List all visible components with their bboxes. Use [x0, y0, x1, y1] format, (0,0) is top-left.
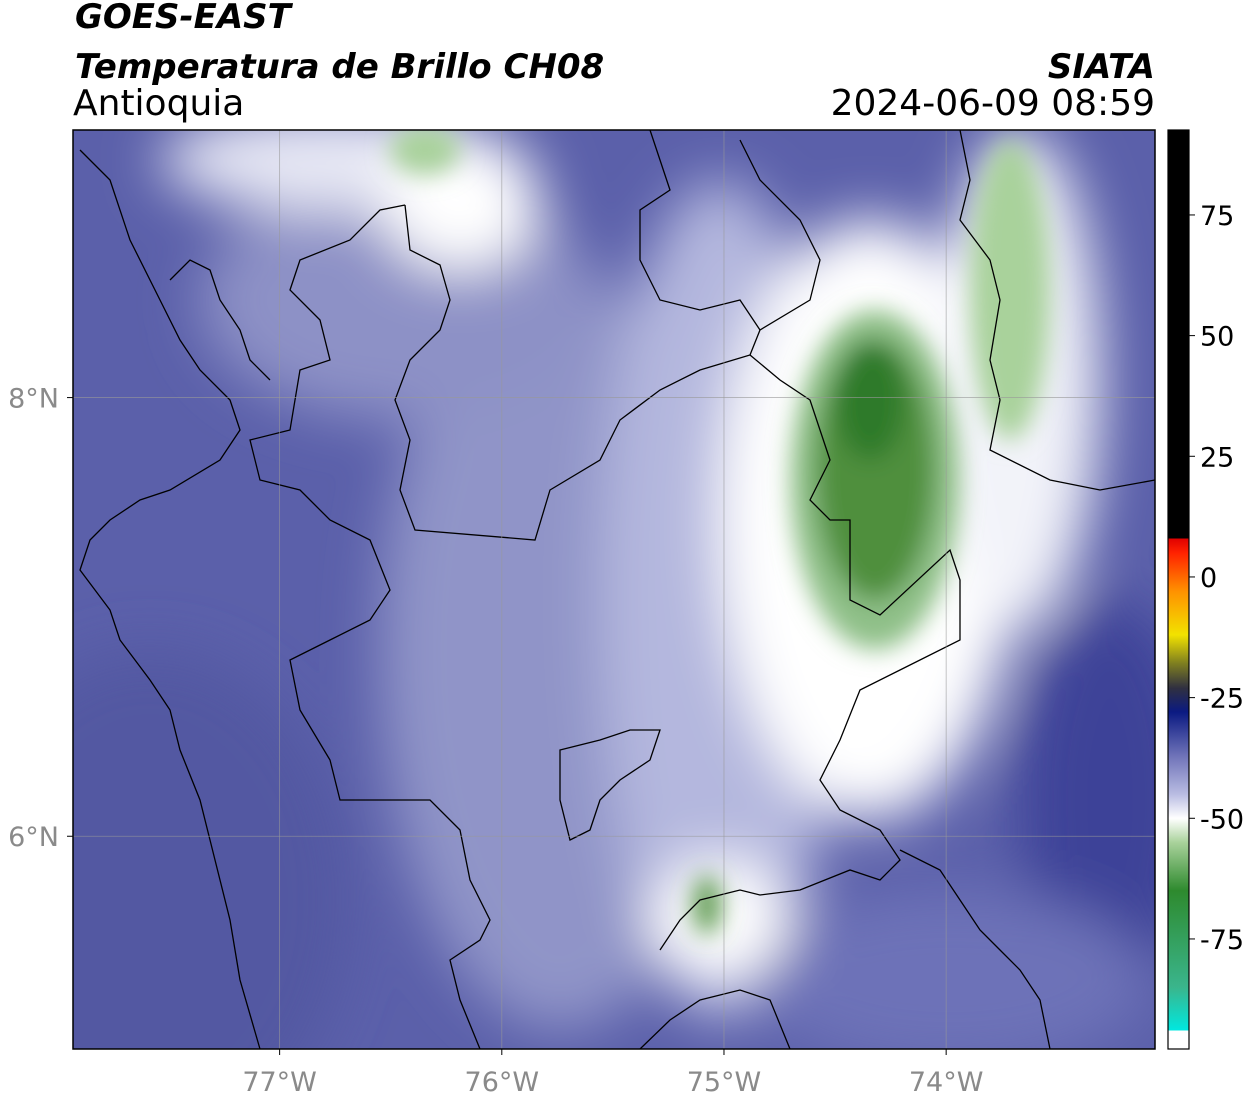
border: [559, 729, 661, 841]
border: [639, 989, 791, 1049]
colorbar-tick-label: 75: [1200, 201, 1234, 232]
x-tick-label: 74°W: [909, 1067, 984, 1098]
colorbar-tick-label: 50: [1200, 322, 1234, 353]
border: [899, 849, 1051, 1049]
border: [639, 130, 761, 331]
y-tick-label: 6°N: [8, 822, 59, 853]
x-tick-label: 77°W: [242, 1067, 317, 1098]
map-frame: [72, 129, 1156, 1050]
border: [394, 139, 821, 541]
border: [959, 130, 1155, 491]
y-tick-label: 8°N: [8, 384, 59, 415]
border: [249, 204, 491, 1049]
x-tick-label: 76°W: [465, 1067, 540, 1098]
grid: [73, 130, 1155, 1049]
title: GOES-EAST: [75, 0, 294, 37]
colorbar-tick-label: 0: [1200, 563, 1217, 594]
border: [169, 259, 271, 381]
datetime: 2024-06-09 08:59: [831, 83, 1155, 124]
colorbar-tick-label: -25: [1200, 684, 1244, 715]
colorbar-tick-label: -75: [1200, 925, 1244, 956]
subtitle: Temperatura de Brillo CH08: [75, 47, 604, 87]
x-tick-label: 75°W: [687, 1067, 762, 1098]
colorbar-tick-label: 25: [1200, 442, 1234, 473]
source: SIATA: [1048, 47, 1155, 87]
colorbar: [1168, 130, 1189, 1049]
colorbar-frame: [1167, 129, 1190, 1050]
satellite-image: [73, 130, 1155, 1049]
border: [79, 149, 261, 1049]
border: [659, 354, 961, 951]
colorbar-tick-label: -50: [1200, 804, 1244, 835]
region: Antioquia: [73, 83, 244, 124]
